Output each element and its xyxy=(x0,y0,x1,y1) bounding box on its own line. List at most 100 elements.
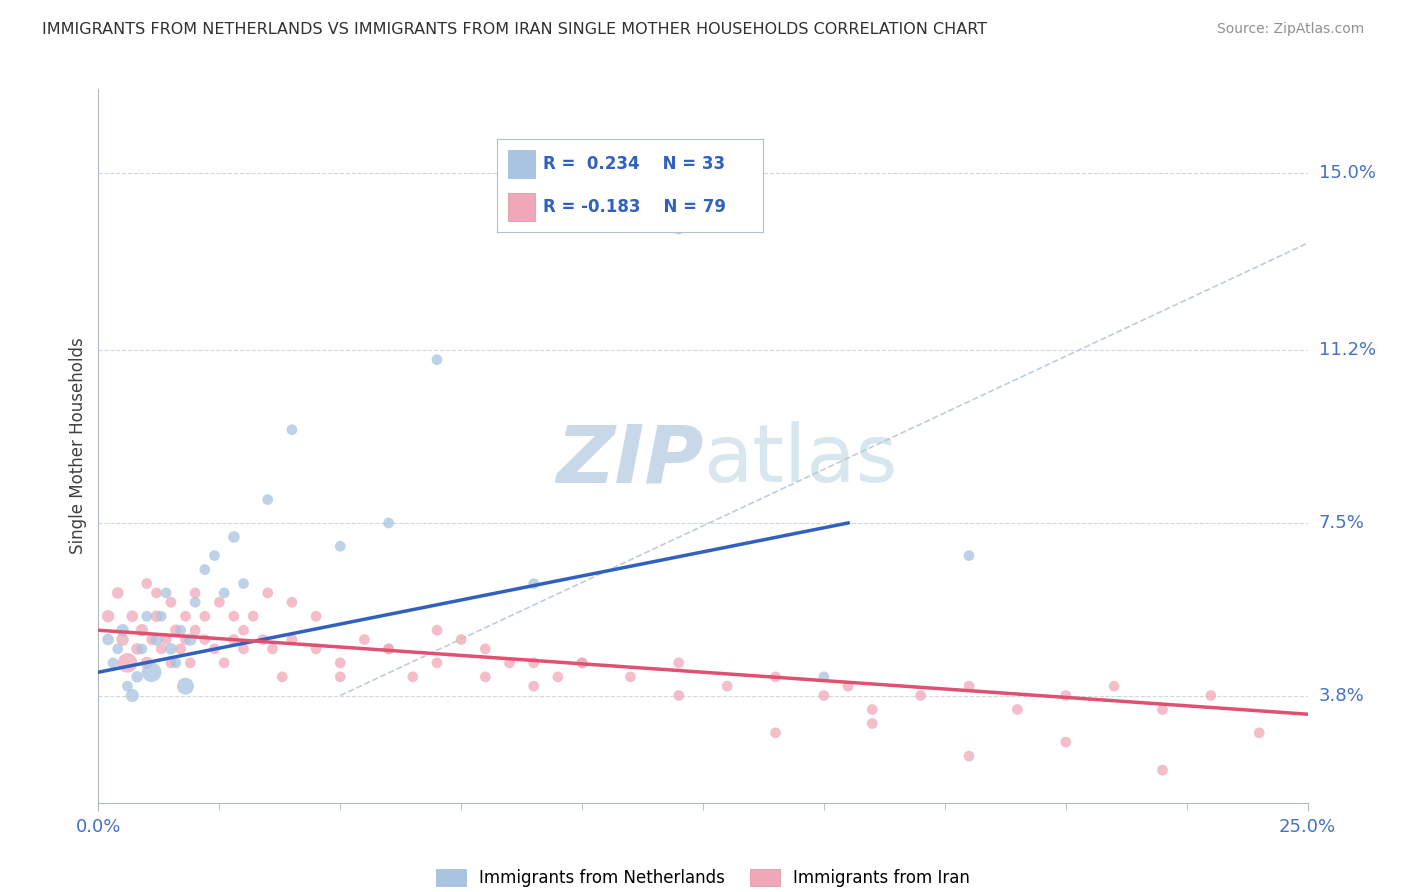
Point xyxy=(135,609,157,624)
Point xyxy=(141,665,163,680)
Point xyxy=(194,563,217,577)
Point xyxy=(204,549,226,563)
Point xyxy=(232,624,254,638)
Point xyxy=(107,586,129,600)
Point xyxy=(281,423,304,437)
Point xyxy=(127,670,149,684)
Point xyxy=(174,632,197,647)
Point xyxy=(135,576,157,591)
Point xyxy=(498,656,520,670)
Point xyxy=(256,492,278,507)
Point xyxy=(160,641,183,656)
Text: 11.2%: 11.2% xyxy=(1319,342,1376,359)
Point xyxy=(150,609,173,624)
Point xyxy=(813,689,835,703)
Point xyxy=(111,632,134,647)
Point xyxy=(305,609,328,624)
Point xyxy=(377,641,399,656)
Point xyxy=(194,632,217,647)
Point xyxy=(1102,679,1125,693)
Point xyxy=(184,595,207,609)
Point xyxy=(547,670,569,684)
Point xyxy=(212,656,235,670)
Point xyxy=(765,726,787,740)
Text: IMMIGRANTS FROM NETHERLANDS VS IMMIGRANTS FROM IRAN SINGLE MOTHER HOUSEHOLDS COR: IMMIGRANTS FROM NETHERLANDS VS IMMIGRANT… xyxy=(42,22,987,37)
Point xyxy=(474,641,496,656)
Point xyxy=(765,670,787,684)
Point xyxy=(222,530,245,544)
Point xyxy=(474,670,496,684)
Point xyxy=(1007,702,1029,716)
Point xyxy=(222,609,245,624)
Point xyxy=(523,576,546,591)
Point xyxy=(262,641,284,656)
Point xyxy=(281,632,304,647)
Point xyxy=(111,624,134,638)
Point xyxy=(523,656,546,670)
Point xyxy=(135,656,157,670)
Point xyxy=(107,641,129,656)
Point xyxy=(208,595,231,609)
Point xyxy=(117,679,139,693)
Point xyxy=(117,656,139,670)
Point xyxy=(402,670,425,684)
Point xyxy=(184,624,207,638)
Point xyxy=(329,670,352,684)
Point xyxy=(426,624,449,638)
Point xyxy=(1152,702,1174,716)
Point xyxy=(860,702,883,716)
Point xyxy=(329,656,352,670)
Bar xyxy=(508,193,534,221)
Point xyxy=(860,716,883,731)
Point xyxy=(131,624,153,638)
Point xyxy=(377,516,399,530)
Point xyxy=(232,641,254,656)
Point xyxy=(256,586,278,600)
Point xyxy=(910,689,932,703)
Point xyxy=(179,632,201,647)
Point xyxy=(174,679,197,693)
Point xyxy=(155,632,177,647)
Point xyxy=(160,656,183,670)
Point xyxy=(957,749,980,764)
Point xyxy=(450,632,472,647)
Text: Source: ZipAtlas.com: Source: ZipAtlas.com xyxy=(1216,22,1364,37)
Point xyxy=(141,632,163,647)
Text: R = -0.183    N = 79: R = -0.183 N = 79 xyxy=(543,198,725,216)
Point xyxy=(242,609,264,624)
Point xyxy=(165,656,187,670)
Point xyxy=(165,624,187,638)
Point xyxy=(174,609,197,624)
Point xyxy=(121,689,143,703)
Text: R =  0.234    N = 33: R = 0.234 N = 33 xyxy=(543,155,724,173)
Point xyxy=(668,689,690,703)
Point xyxy=(150,641,173,656)
Point xyxy=(1199,689,1222,703)
Point xyxy=(121,609,143,624)
Point xyxy=(426,352,449,367)
Point xyxy=(184,586,207,600)
Point xyxy=(571,656,593,670)
Point xyxy=(179,656,201,670)
Point xyxy=(1249,726,1271,740)
Point xyxy=(127,641,149,656)
Point xyxy=(668,656,690,670)
Point xyxy=(426,656,449,670)
Text: 3.8%: 3.8% xyxy=(1319,687,1364,705)
Point xyxy=(571,656,593,670)
Point xyxy=(837,679,859,693)
Point xyxy=(353,632,375,647)
Point xyxy=(155,586,177,600)
Point xyxy=(252,632,274,647)
Point xyxy=(957,549,980,563)
Point xyxy=(668,222,690,236)
Bar xyxy=(508,150,534,178)
Point xyxy=(523,679,546,693)
Point xyxy=(716,679,738,693)
Point xyxy=(160,595,183,609)
Point xyxy=(169,624,191,638)
Point xyxy=(101,656,124,670)
Point xyxy=(169,641,191,656)
Point xyxy=(619,670,641,684)
Point xyxy=(212,586,235,600)
